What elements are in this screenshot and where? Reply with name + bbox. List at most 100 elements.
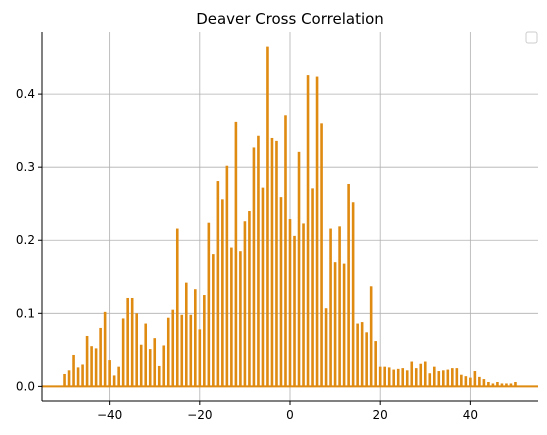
bar: [261, 187, 265, 387]
bar: [351, 202, 355, 387]
x-tick-label: −20: [187, 408, 212, 422]
bar: [99, 327, 102, 387]
bar: [157, 365, 161, 387]
bar: [171, 309, 175, 387]
bar: [234, 121, 238, 387]
bar: [121, 318, 125, 387]
bar: [374, 341, 377, 387]
bar: [514, 382, 517, 387]
bar: [112, 375, 116, 387]
bar: [315, 76, 319, 387]
bar: [320, 123, 323, 387]
y-tick-label: 0.3: [16, 160, 35, 174]
bar: [378, 366, 382, 387]
bar: [356, 323, 359, 387]
bar: [162, 345, 166, 387]
bar: [487, 382, 490, 387]
bar: [284, 115, 287, 387]
bar: [189, 314, 193, 387]
bar: [383, 366, 386, 387]
bar: [505, 383, 508, 387]
bar: [184, 282, 188, 387]
x-tick-label: 20: [373, 408, 388, 422]
bar: [419, 363, 423, 387]
bar: [491, 383, 495, 387]
bar: [401, 368, 405, 387]
bar: [324, 308, 328, 387]
bar: [63, 373, 66, 387]
bar: [230, 247, 233, 387]
bar: [67, 370, 71, 387]
bar: [342, 263, 346, 387]
bar: [432, 366, 436, 387]
bar: [279, 197, 283, 387]
bar: [423, 361, 427, 387]
bar: [144, 323, 148, 387]
bar: [464, 376, 468, 387]
bar: [76, 367, 80, 387]
bar: [212, 254, 215, 387]
bar: [414, 368, 418, 387]
bar: [81, 364, 84, 387]
bar: [90, 346, 93, 387]
bar: [333, 262, 337, 387]
bar: [135, 313, 138, 387]
bar: [225, 165, 229, 387]
bar: [405, 370, 409, 387]
bar: [396, 368, 400, 387]
bar: [266, 46, 269, 387]
y-tick-label: 0.4: [16, 87, 35, 101]
bar: [360, 322, 364, 387]
bar: [148, 349, 152, 387]
bar: [329, 228, 332, 387]
bar: [369, 286, 373, 387]
bar: [275, 140, 278, 387]
bar: [509, 383, 513, 387]
bar: [442, 370, 445, 387]
bar: [166, 317, 170, 387]
bar: [387, 367, 391, 387]
bar: [221, 199, 224, 387]
bar: [302, 223, 305, 387]
bar: [437, 371, 441, 387]
bar: [117, 366, 120, 387]
chart-title: Deaver Cross Correlation: [196, 10, 384, 28]
bar: [293, 235, 296, 387]
y-tick-label: 0.2: [16, 233, 35, 247]
bar: [410, 361, 414, 387]
bar: [153, 338, 157, 387]
bar: [72, 354, 75, 387]
bar: [103, 311, 107, 387]
bar: [126, 297, 129, 387]
bar: [469, 377, 472, 387]
y-tick-label: 0.1: [16, 306, 35, 320]
bar: [392, 369, 396, 387]
bar: [428, 373, 432, 387]
bar: [108, 360, 111, 387]
bar: [198, 329, 202, 387]
bar: [473, 371, 477, 387]
bar: [288, 219, 292, 387]
x-tick-label: 40: [463, 408, 478, 422]
bar: [478, 376, 481, 387]
x-tick-label: −40: [97, 408, 122, 422]
bar: [130, 297, 134, 387]
bar: [347, 183, 350, 387]
bar: [365, 332, 368, 387]
bar: [500, 383, 504, 387]
bar: [139, 344, 143, 387]
bar: [306, 75, 310, 387]
x-tick-label: 0: [286, 408, 294, 422]
bar: [239, 251, 242, 387]
legend-box: [525, 31, 538, 44]
bar: [94, 348, 98, 387]
bar: [180, 314, 184, 387]
x-ticks: −40 −20 0 20 40: [97, 401, 478, 422]
bar: [496, 382, 499, 387]
bar: [203, 295, 206, 387]
bar: [216, 181, 220, 387]
y-ticks: 0.0 0.1 0.2 0.3 0.4: [16, 87, 42, 393]
bar: [338, 226, 341, 387]
bar: [460, 374, 463, 387]
